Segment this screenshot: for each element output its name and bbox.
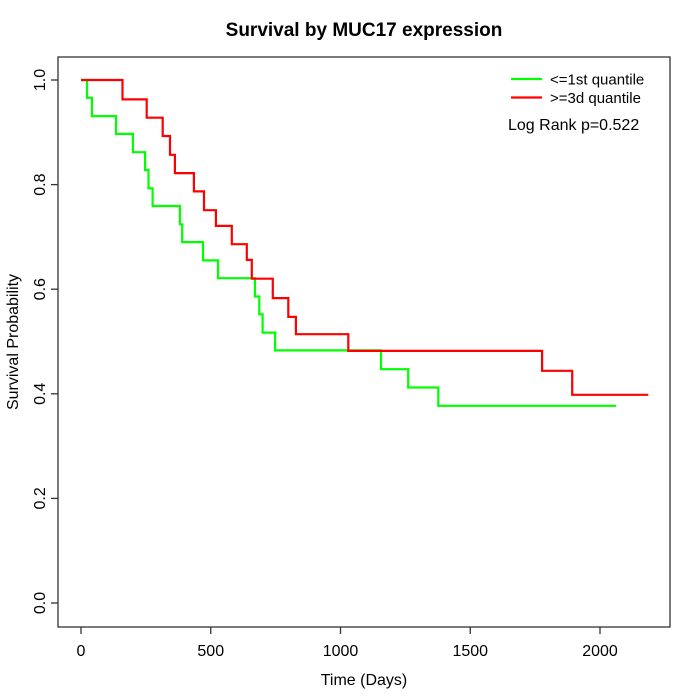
log-rank-p-value: Log Rank p=0.522 [508, 117, 639, 134]
y-axis-tick-label: 0.6 [32, 278, 49, 300]
x-axis-tick-label: 500 [197, 643, 224, 660]
legend-label-low-quantile: <=1st quantile [550, 72, 644, 89]
chart-title: Survival by MUC17 expression [226, 20, 503, 41]
x-axis-tick-label: 1000 [323, 643, 359, 660]
x-axis-tick-label: 0 [77, 643, 86, 660]
legend-label-high-quantile: >=3d quantile [550, 90, 641, 107]
y-axis-tick-label: 0.8 [32, 173, 49, 195]
survival-curve-ge-3d-quantile [81, 78, 649, 396]
y-axis-tick-label: 0.4 [32, 383, 49, 405]
y-axis-title: Survival Probability [5, 274, 22, 410]
x-axis-title: Time (Days) [321, 672, 408, 689]
legend: <=1st quantile >=3d quantile Log Rank p=… [508, 72, 644, 135]
x-axis-tick-label: 2000 [582, 643, 618, 660]
y-axis-tick-label: 1.0 [32, 69, 49, 91]
x-axis-tick-label: 1500 [452, 643, 488, 660]
plot-box [57, 56, 671, 628]
y-axis-tick-label: 0.0 [32, 592, 49, 614]
y-axis-tick-label: 0.2 [32, 487, 49, 509]
